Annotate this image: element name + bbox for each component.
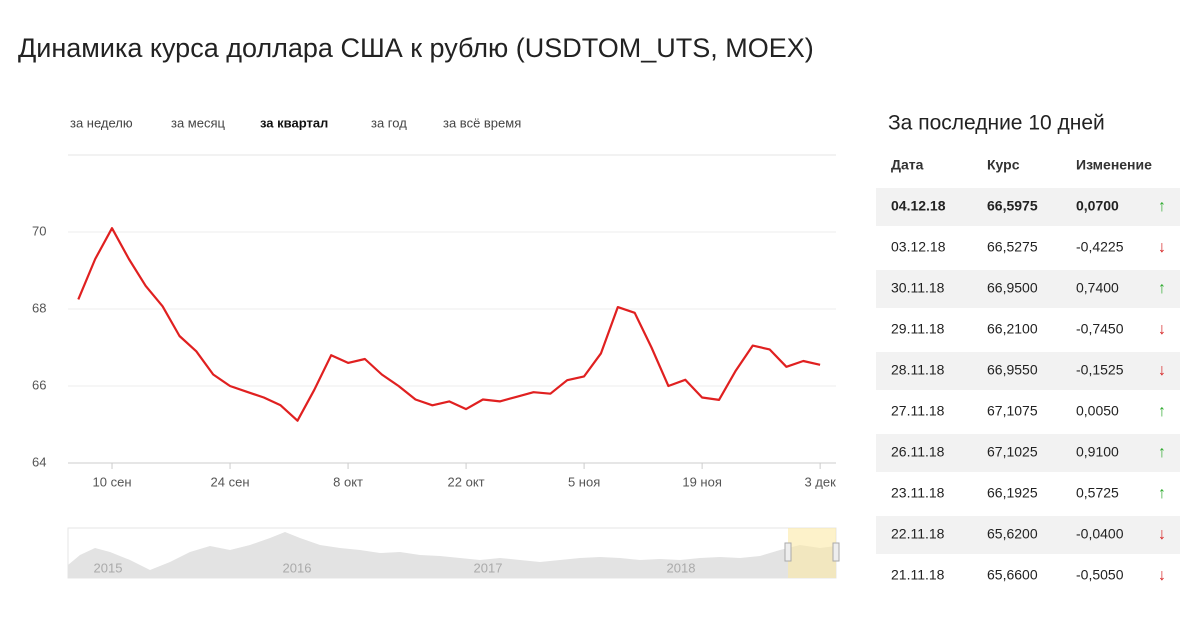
x-tick-label: 10 сен [93, 474, 132, 489]
change-arrow: ↓ [1158, 567, 1166, 584]
table-cell: 27.11.18 [891, 403, 945, 419]
table-cell: -0,5050 [1076, 567, 1124, 583]
navigator-handle[interactable] [784, 542, 792, 562]
x-tick-label: 19 ноя [682, 474, 722, 489]
table-cell: -0,7450 [1076, 321, 1124, 337]
table-cell: 66,1925 [987, 485, 1038, 501]
table-cell: 04.12.18 [891, 198, 946, 214]
change-arrow: ↓ [1158, 362, 1166, 379]
table-cell: 0,5725 [1076, 485, 1119, 501]
tab[interactable]: за неделю [70, 115, 133, 130]
x-tick-label: 22 окт [448, 474, 485, 489]
change-arrow: ↑ [1158, 280, 1166, 297]
table-cell: 66,9550 [987, 362, 1038, 378]
x-tick-label: 8 окт [333, 474, 363, 489]
table-cell: 23.11.18 [891, 485, 945, 501]
table-title: За последние 10 дней [888, 112, 1105, 135]
table-cell: 67,1075 [987, 403, 1038, 419]
table-cell: 65,6600 [987, 567, 1038, 583]
page-title: Динамика курса доллара США к рублю (USDT… [18, 33, 814, 63]
change-arrow: ↓ [1158, 321, 1166, 338]
table-cell: 29.11.18 [891, 321, 945, 337]
table-cell: 22.11.18 [891, 526, 945, 542]
change-arrow: ↓ [1158, 526, 1166, 543]
table-cell: 28.11.18 [891, 362, 945, 378]
x-tick-label: 3 дек [804, 474, 836, 489]
y-tick-label: 68 [32, 300, 46, 315]
y-tick-label: 70 [32, 223, 46, 238]
tab[interactable]: за всё время [443, 115, 521, 130]
table-header: Курс [987, 157, 1020, 173]
table-cell: 30.11.18 [891, 280, 945, 296]
navigator-area [68, 532, 836, 578]
navigator-label: 2017 [474, 560, 503, 575]
change-arrow: ↓ [1158, 239, 1166, 256]
table-cell: 66,5275 [987, 239, 1038, 255]
change-arrow: ↑ [1158, 198, 1166, 215]
navigator-handle[interactable] [832, 542, 840, 562]
row-bg [876, 270, 1180, 308]
navigator-window[interactable] [788, 528, 836, 578]
y-tick-label: 64 [32, 454, 46, 469]
table-cell: 66,2100 [987, 321, 1038, 337]
y-tick-label: 66 [32, 377, 46, 392]
row-bg [876, 188, 1180, 226]
x-tick-label: 5 ноя [568, 474, 600, 489]
table-cell: 21.11.18 [891, 567, 945, 583]
price-line [77, 227, 821, 422]
table-cell: 0,7400 [1076, 280, 1119, 296]
table-cell: 0,0050 [1076, 403, 1119, 419]
table-cell: 66,9500 [987, 280, 1038, 296]
tab[interactable]: за квартал [260, 115, 328, 130]
tab[interactable]: за месяц [171, 115, 226, 130]
table-cell: 0,0700 [1076, 198, 1119, 214]
change-arrow: ↑ [1158, 444, 1166, 461]
row-bg [876, 352, 1180, 390]
table-cell: -0,1525 [1076, 362, 1124, 378]
navigator-label: 2016 [283, 560, 312, 575]
navigator-label: 2015 [94, 560, 123, 575]
table-cell: 03.12.18 [891, 239, 946, 255]
table-cell: 67,1025 [987, 444, 1038, 460]
table-cell: -0,4225 [1076, 239, 1124, 255]
table-cell: 0,9100 [1076, 444, 1119, 460]
table-header: Изменение [1076, 157, 1152, 173]
navigator-label: 2018 [667, 560, 696, 575]
table-cell: 26.11.18 [891, 444, 945, 460]
table-cell: -0,0400 [1076, 526, 1124, 542]
row-bg [876, 434, 1180, 472]
x-tick-label: 24 сен [211, 474, 250, 489]
change-arrow: ↑ [1158, 403, 1166, 420]
row-bg [876, 516, 1180, 554]
change-arrow: ↑ [1158, 485, 1166, 502]
table-cell: 65,6200 [987, 526, 1038, 542]
table-cell: 66,5975 [987, 198, 1038, 214]
table-header: Дата [891, 157, 924, 173]
tab[interactable]: за год [371, 115, 407, 130]
